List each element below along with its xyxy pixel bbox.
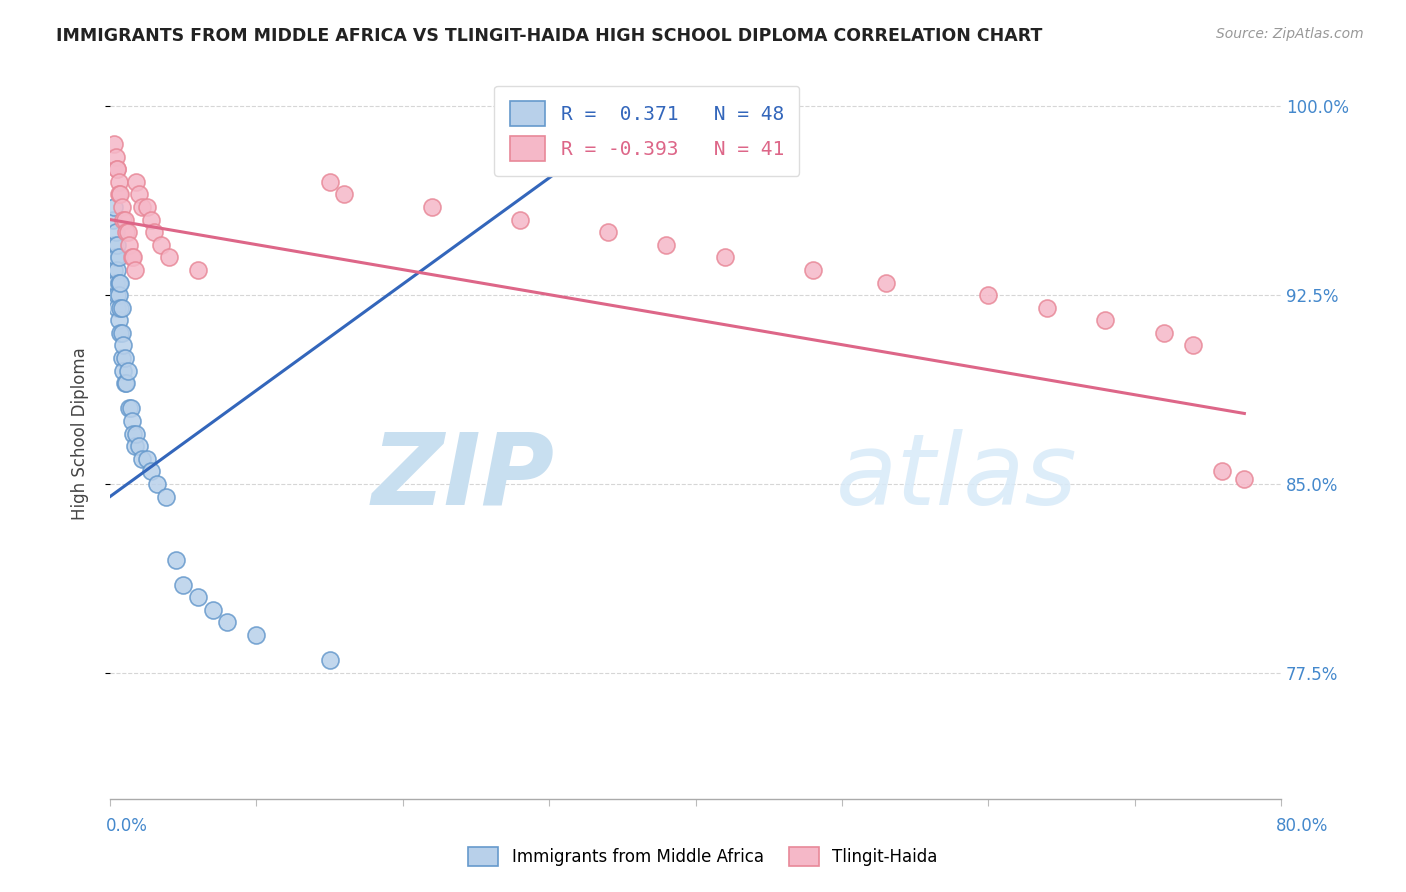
Point — [150, 237, 173, 252]
Point — [111, 200, 134, 214]
Point — [122, 426, 145, 441]
Point — [110, 276, 132, 290]
Point — [131, 451, 153, 466]
Point — [110, 187, 132, 202]
Point — [977, 288, 1000, 302]
Point — [124, 439, 146, 453]
Point — [713, 251, 735, 265]
Point — [114, 212, 136, 227]
Point — [553, 124, 575, 138]
Point — [318, 175, 340, 189]
Point — [187, 263, 209, 277]
Point — [1233, 472, 1256, 486]
Point — [108, 276, 131, 290]
Point — [135, 451, 157, 466]
Point — [131, 200, 153, 214]
Point — [125, 175, 148, 189]
Point — [567, 112, 589, 126]
Point — [125, 426, 148, 441]
Point — [1182, 338, 1205, 352]
Legend: R =  0.371   N = 48, R = -0.393   N = 41: R = 0.371 N = 48, R = -0.393 N = 41 — [495, 86, 800, 177]
Point — [114, 351, 136, 365]
Point — [1036, 301, 1059, 315]
Text: Source: ZipAtlas.com: Source: ZipAtlas.com — [1216, 27, 1364, 41]
Point — [118, 401, 141, 416]
Point — [139, 464, 162, 478]
Point — [103, 237, 125, 252]
Point — [112, 364, 135, 378]
Point — [201, 603, 224, 617]
Point — [143, 225, 166, 239]
Point — [124, 263, 146, 277]
Point — [118, 237, 141, 252]
Point — [112, 338, 135, 352]
Point — [1211, 464, 1233, 478]
Point — [117, 225, 139, 239]
Point — [187, 591, 209, 605]
Point — [217, 615, 239, 630]
Point — [139, 212, 162, 227]
Point — [1153, 326, 1175, 340]
Point — [104, 225, 127, 239]
Point — [333, 187, 356, 202]
Point — [103, 200, 125, 214]
Point — [655, 237, 678, 252]
Point — [108, 175, 131, 189]
Point — [103, 136, 125, 151]
Point — [121, 414, 143, 428]
Point — [110, 301, 132, 315]
Point — [420, 200, 443, 214]
Point — [128, 439, 150, 453]
Point — [120, 401, 142, 416]
Point — [596, 225, 619, 239]
Text: 0.0%: 0.0% — [105, 817, 148, 835]
Point — [105, 162, 128, 177]
Point — [108, 313, 131, 327]
Point — [108, 251, 131, 265]
Point — [121, 251, 143, 265]
Point — [105, 263, 128, 277]
Text: ZIP: ZIP — [373, 429, 555, 526]
Point — [115, 225, 138, 239]
Point — [103, 263, 125, 277]
Legend: Immigrants from Middle Africa, Tlingit-Haida: Immigrants from Middle Africa, Tlingit-H… — [460, 838, 946, 875]
Point — [172, 577, 194, 591]
Y-axis label: High School Diploma: High School Diploma — [72, 347, 89, 520]
Point — [110, 326, 132, 340]
Text: IMMIGRANTS FROM MIDDLE AFRICA VS TLINGIT-HAIDA HIGH SCHOOL DIPLOMA CORRELATION C: IMMIGRANTS FROM MIDDLE AFRICA VS TLINGIT… — [56, 27, 1043, 45]
Point — [111, 351, 134, 365]
Point — [114, 376, 136, 391]
Point — [108, 288, 131, 302]
Point — [157, 251, 180, 265]
Text: atlas: atlas — [837, 429, 1077, 526]
Point — [105, 288, 128, 302]
Point — [111, 301, 134, 315]
Point — [122, 251, 145, 265]
Point — [101, 212, 124, 227]
Point — [104, 276, 127, 290]
Point — [146, 477, 169, 491]
Point — [105, 237, 128, 252]
Point — [115, 376, 138, 391]
Point — [112, 212, 135, 227]
Point — [111, 326, 134, 340]
Point — [875, 276, 897, 290]
Text: 80.0%: 80.0% — [1277, 817, 1329, 835]
Point — [104, 251, 127, 265]
Point — [108, 187, 131, 202]
Point — [318, 653, 340, 667]
Point — [104, 150, 127, 164]
Point — [155, 490, 177, 504]
Point — [165, 552, 187, 566]
Point — [801, 263, 824, 277]
Point — [117, 364, 139, 378]
Point — [509, 212, 531, 227]
Point — [105, 301, 128, 315]
Point — [105, 162, 128, 177]
Point — [135, 200, 157, 214]
Point — [245, 628, 267, 642]
Point — [1094, 313, 1116, 327]
Point — [128, 187, 150, 202]
